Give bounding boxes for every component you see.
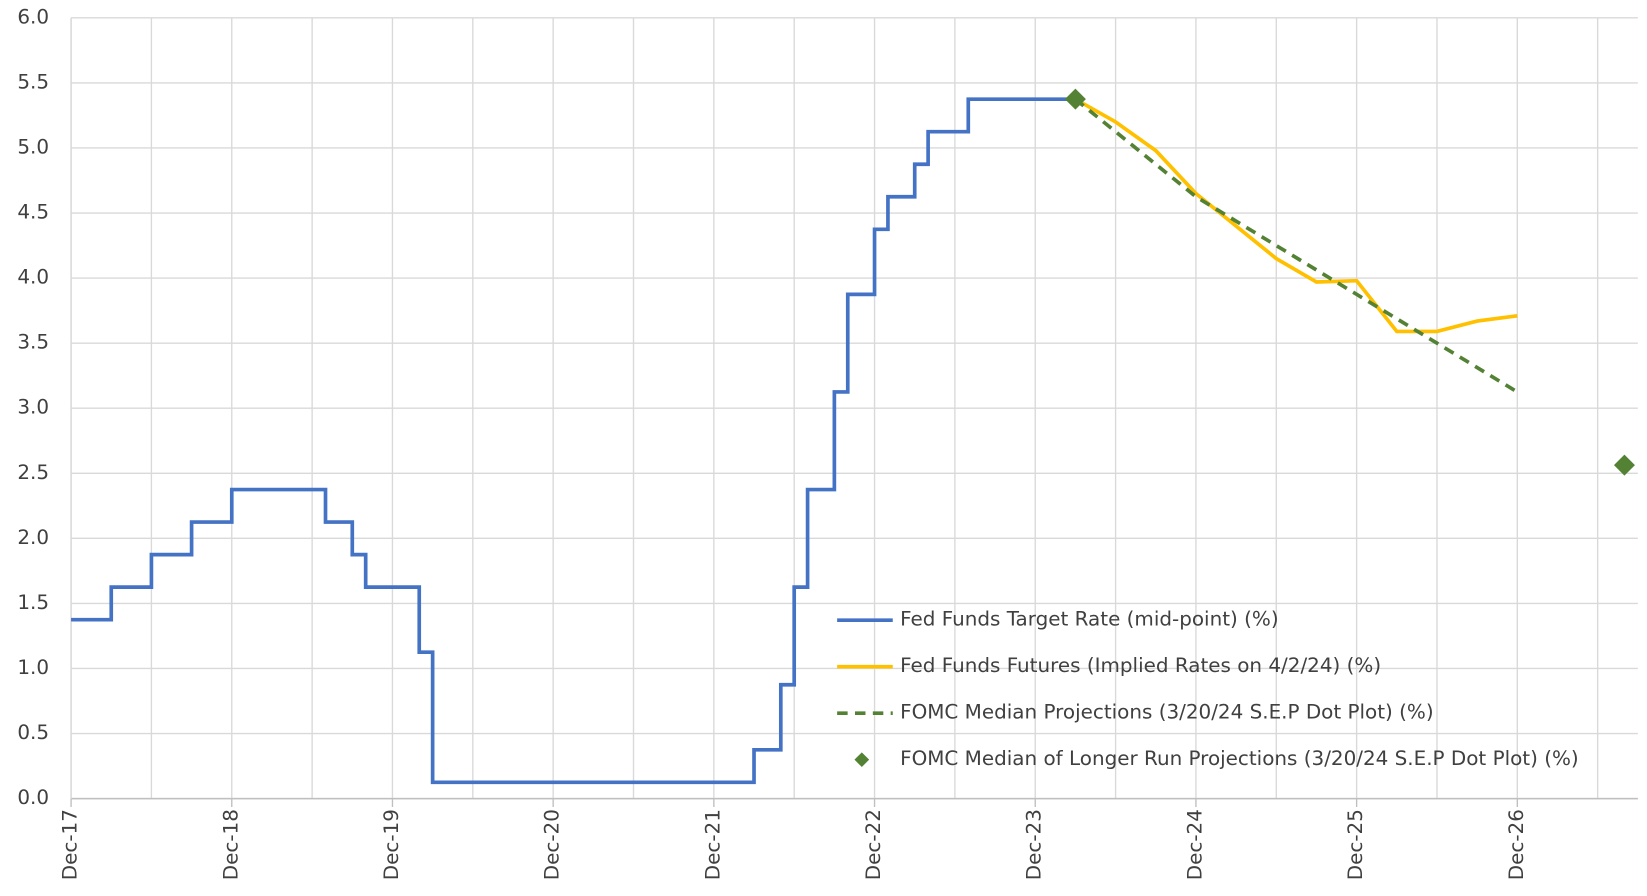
legend-label: FOMC Median Projections (3/20/24 S.E.P D… bbox=[900, 701, 1434, 724]
y-tick-label: 6.0 bbox=[17, 5, 49, 28]
y-tick-label: 1.0 bbox=[17, 656, 49, 679]
x-tick-label: Dec-19 bbox=[380, 809, 403, 880]
series-line bbox=[71, 97, 1076, 785]
x-tick-label: Dec-26 bbox=[1505, 809, 1528, 880]
y-tick-label: 3.0 bbox=[17, 396, 49, 419]
legend-swatch bbox=[854, 752, 870, 768]
y-tick-label: 1.5 bbox=[17, 591, 49, 614]
diamond-marker bbox=[1613, 454, 1635, 476]
y-tick-label: 4.5 bbox=[17, 201, 49, 224]
x-tick-label: Dec-23 bbox=[1023, 809, 1046, 880]
y-tick-label: 2.5 bbox=[17, 461, 49, 484]
x-tick-label: Dec-24 bbox=[1183, 809, 1206, 880]
legend-label: Fed Funds Target Rate (mid-point) (%) bbox=[900, 608, 1279, 631]
legend-label: FOMC Median of Longer Run Projections (3… bbox=[900, 747, 1579, 770]
y-tick-label: 5.5 bbox=[17, 70, 49, 93]
x-tick-label: Dec-17 bbox=[59, 809, 82, 880]
y-tick-label: 0.0 bbox=[17, 786, 49, 809]
x-tick-label: Dec-22 bbox=[862, 809, 885, 880]
x-tick-label: Dec-21 bbox=[701, 809, 724, 880]
x-tick-label: Dec-25 bbox=[1344, 809, 1367, 880]
y-tick-label: 3.5 bbox=[17, 331, 49, 354]
y-tick-label: 2.0 bbox=[17, 526, 49, 549]
x-tick-label: Dec-18 bbox=[219, 809, 242, 880]
y-tick-label: 5.0 bbox=[17, 135, 49, 158]
x-tick-label: Dec-20 bbox=[541, 809, 564, 880]
y-tick-label: 4.0 bbox=[17, 266, 49, 289]
series-line bbox=[1074, 97, 1518, 334]
legend-label: Fed Funds Futures (Implied Rates on 4/2/… bbox=[900, 654, 1381, 677]
series-line bbox=[1074, 97, 1519, 394]
y-tick-label: 0.5 bbox=[17, 721, 49, 744]
